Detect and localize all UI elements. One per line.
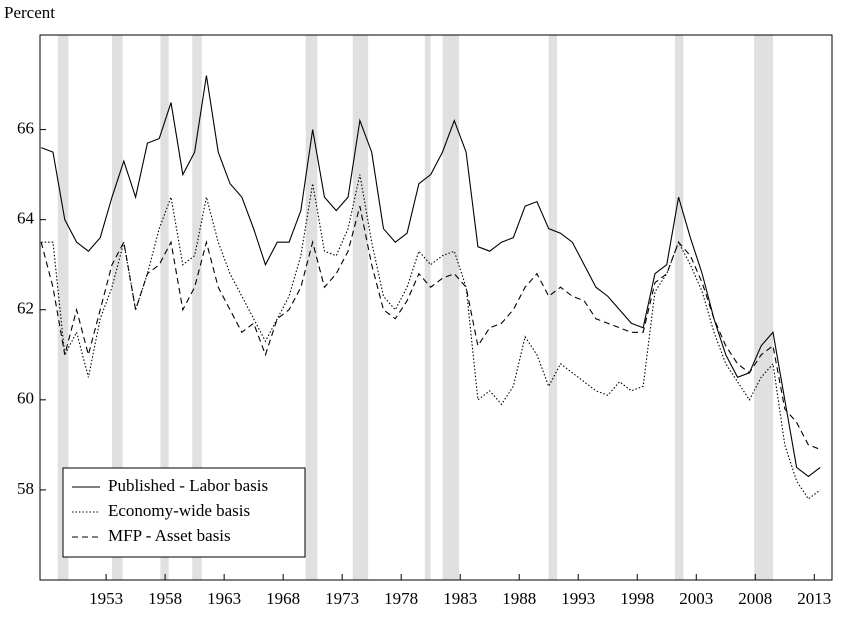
y-tick-label: 66 — [17, 118, 34, 137]
recession-shade — [57, 35, 69, 580]
recession-shade — [112, 35, 123, 580]
x-tick-label: 1953 — [89, 589, 123, 608]
legend-label: MFP - Asset basis — [108, 526, 231, 545]
recession-shade — [352, 35, 369, 580]
series-line — [40, 206, 821, 450]
x-tick-label: 2003 — [679, 589, 713, 608]
recession-shade — [675, 35, 684, 580]
y-tick-label: 62 — [17, 299, 34, 318]
x-tick-label: 1968 — [266, 589, 300, 608]
x-tick-label: 2008 — [738, 589, 772, 608]
y-axis-label: Percent — [4, 3, 55, 22]
series-line — [40, 75, 821, 478]
series-line — [41, 174, 821, 500]
legend-label: Published - Labor basis — [108, 476, 268, 495]
recession-shade — [424, 35, 431, 580]
x-tick-label: 1963 — [207, 589, 241, 608]
x-tick-label: 1988 — [502, 589, 536, 608]
legend-label: Economy-wide basis — [108, 501, 250, 520]
x-tick-label: 1973 — [325, 589, 359, 608]
legend-box — [62, 467, 306, 558]
recession-shade — [192, 35, 202, 580]
y-tick-label: 60 — [17, 389, 34, 408]
x-tick-label: 2013 — [797, 589, 831, 608]
x-tick-label: 1993 — [561, 589, 595, 608]
recession-shade — [442, 35, 460, 580]
x-tick-label: 1958 — [148, 589, 182, 608]
recession-shade — [754, 35, 773, 580]
plot-frame — [39, 34, 833, 581]
recession-shade — [305, 35, 318, 580]
y-tick-label: 64 — [17, 209, 35, 228]
x-tick-label: 1978 — [384, 589, 418, 608]
recession-shade — [548, 35, 557, 580]
recession-shade — [160, 35, 169, 580]
x-tick-label: 1983 — [443, 589, 477, 608]
y-tick-label: 58 — [17, 479, 34, 498]
x-tick-label: 1998 — [620, 589, 654, 608]
